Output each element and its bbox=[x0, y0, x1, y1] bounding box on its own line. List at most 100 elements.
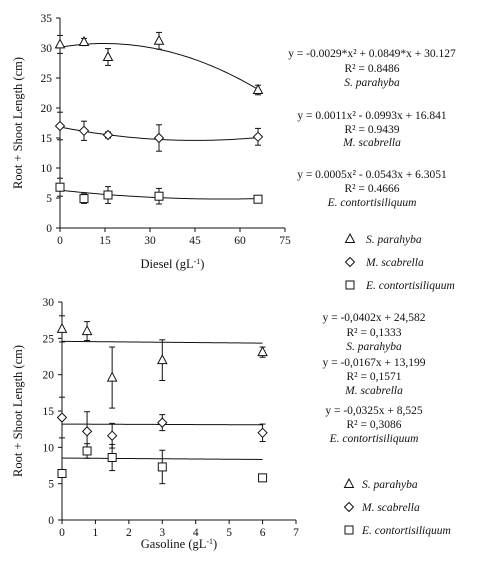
chart1-x-tick-label: 0 bbox=[57, 235, 63, 247]
chart1-series2-species-label: M. scabrella bbox=[342, 137, 401, 149]
chart1-series1-r2: R² = 0.8486 bbox=[345, 63, 400, 75]
chart1-series3-legend-marker bbox=[345, 280, 355, 290]
chart1-x-tick-label: 45 bbox=[189, 235, 201, 247]
chart2-series1-legend-marker bbox=[343, 477, 355, 488]
chart1-y-axis-title: Root + Shoot Length (cm) bbox=[11, 57, 25, 189]
chart1-series2-r2: R² = 0.9439 bbox=[345, 124, 400, 136]
chart1-series2-legend-label: M. scabrella bbox=[365, 257, 424, 269]
chart2-y-tick-label: 10 bbox=[43, 442, 55, 454]
chart2-series2-equation: y = -0,0167x + 13,199 bbox=[322, 357, 425, 369]
chart2-series3-point bbox=[57, 468, 67, 478]
chart1-x-tick-label: 30 bbox=[144, 235, 156, 247]
chart2-series2-point bbox=[81, 426, 93, 437]
chart1-y-tick-label: 25 bbox=[41, 73, 53, 85]
chart1-series2-point bbox=[54, 120, 66, 132]
chart1-series3-r2: R² = 0.4666 bbox=[345, 183, 400, 195]
chart2-series3-point bbox=[107, 453, 117, 463]
chart1-y-tick-label: 5 bbox=[46, 193, 52, 205]
chart2-series2-point bbox=[157, 417, 168, 428]
chart1-y-tick-label: 0 bbox=[46, 223, 52, 235]
chart1-y-tick-label: 10 bbox=[41, 163, 53, 175]
chart2-x-axis-title: Gasoline (gL-1) bbox=[141, 537, 217, 552]
chart1-x-tick-label: 60 bbox=[234, 235, 246, 247]
chart2-series1-point bbox=[156, 354, 168, 365]
chart1-series2-point bbox=[252, 131, 264, 143]
chart1-series3-point bbox=[103, 190, 113, 200]
chart1-series1-point bbox=[153, 34, 165, 45]
chart1-series1-point bbox=[78, 35, 90, 46]
chart1-x-tick-label: 75 bbox=[279, 235, 291, 247]
chart1-series1-point bbox=[252, 83, 264, 94]
chart1-y-tick-label: 30 bbox=[41, 43, 53, 55]
chart2-y-tick-label: 5 bbox=[48, 479, 54, 491]
chart2-x-tick-label: 1 bbox=[93, 527, 99, 539]
chart1-series3-point bbox=[253, 194, 263, 204]
chart2-x-axis-title-main: Gasoline (gL bbox=[141, 537, 207, 551]
chart2-series2-point bbox=[106, 430, 118, 441]
chart1-series3-equation: y = 0.0005x² - 0.0543x + 6.3051 bbox=[297, 169, 447, 181]
chart2-x-tick-label: 6 bbox=[260, 527, 266, 539]
chart1-x-tick-label: 15 bbox=[99, 235, 111, 247]
chart2-x-tick-label: 3 bbox=[159, 527, 165, 539]
chart2-series1-legend-label: S. parahyba bbox=[362, 479, 418, 491]
chart2-series3-legend-label: E. contortisiliquum bbox=[361, 525, 451, 537]
chart2-series2-r2: R² = 0,1571 bbox=[347, 371, 402, 383]
chart2-y-tick-label: 15 bbox=[43, 406, 55, 418]
chart2-x-tick-label: 5 bbox=[226, 527, 232, 539]
chart1-series2-point bbox=[78, 125, 90, 137]
chart2-series2-point bbox=[257, 427, 268, 439]
chart2-series1-point bbox=[56, 322, 68, 333]
chart1-series3-point bbox=[55, 182, 65, 192]
chart2-series2-species-label: M. scabrella bbox=[344, 385, 403, 397]
chart1-y-tick-label: 35 bbox=[41, 13, 53, 25]
chart2-y-tick-label: 25 bbox=[43, 333, 55, 345]
chart2-series1-species-label: S. parahyba bbox=[346, 341, 402, 353]
chart2-series1-point bbox=[81, 324, 93, 336]
chart2-series3-point bbox=[157, 462, 167, 472]
chart1-series2-point bbox=[102, 129, 114, 141]
chart1-y-tick-label: 20 bbox=[41, 103, 53, 115]
chart1-series2-legend-marker bbox=[344, 256, 356, 268]
chart2-x-tick-label: 2 bbox=[126, 527, 132, 539]
chart1-x-axis-title: Diesel (gL-1) bbox=[141, 257, 205, 272]
chart1-y-tick-label: 15 bbox=[41, 133, 53, 145]
chart2-x-axis-title-sup: -1 bbox=[206, 537, 213, 546]
chart2-series1-point bbox=[257, 346, 268, 357]
chart1-series1-legend-label: S. parahyba bbox=[366, 234, 422, 246]
chart1-series1-point bbox=[102, 50, 114, 61]
chart2-y-axis-title: Root + Shoot Length (cm) bbox=[11, 345, 25, 477]
chart2-series3-species-label: E. contortisiliquum bbox=[329, 433, 419, 445]
chart2-series1-r2: R² = 0,1333 bbox=[347, 327, 402, 339]
chart2-x-axis-title-close: ) bbox=[213, 537, 217, 551]
chart2-series3-equation: y = -0,0325x + 8,525 bbox=[325, 405, 423, 417]
chart1-x-axis-title-main: Diesel (gL bbox=[141, 257, 194, 271]
chart2-series2-legend-label: M. scabrella bbox=[361, 502, 420, 514]
chart2-series2-point bbox=[56, 412, 68, 423]
chart1-series3-species-label: E. contortisiliquum bbox=[327, 197, 417, 209]
chart2-x-tick-label: 0 bbox=[59, 527, 65, 539]
chart2-y-tick-label: 0 bbox=[48, 515, 54, 527]
chart1-series1-point bbox=[54, 38, 66, 49]
chart1-series3-point bbox=[154, 191, 164, 201]
chart1-series1-equation: y = -0.0029*x² + 0.0849*x + 30.127 bbox=[288, 48, 456, 60]
chart1-series3-point bbox=[79, 194, 89, 204]
chart1-series2-point bbox=[153, 132, 165, 144]
chart2-series3-legend-marker bbox=[344, 525, 354, 535]
chart1-x-axis-title-close: ) bbox=[200, 257, 204, 271]
chart1-series1-legend-marker bbox=[344, 232, 356, 243]
chart2-x-tick-label: 4 bbox=[193, 527, 199, 539]
chart1-series3-legend-label: E. contortisiliquum bbox=[365, 280, 455, 292]
chart1-series1-trendline bbox=[59, 43, 259, 90]
chart2-series3-point bbox=[82, 446, 92, 456]
chart2-series1-equation: y = -0,0402x + 24,582 bbox=[322, 312, 425, 324]
chart2-series1-point bbox=[106, 371, 118, 382]
chart1-series1-species-label: S. parahyba bbox=[344, 77, 400, 89]
chart2-series3-point bbox=[258, 473, 268, 483]
chart1-series2-equation: y = 0.0011x² - 0.0993x + 16.841 bbox=[297, 110, 446, 122]
chart2-x-tick-label: 7 bbox=[293, 527, 299, 539]
chart1-x-axis-title-sup: -1 bbox=[194, 257, 201, 266]
chart2-y-tick-label: 30 bbox=[43, 297, 55, 309]
chart2-series3-r2: R² = 0,3086 bbox=[347, 419, 402, 431]
chart2-series2-legend-marker bbox=[343, 501, 355, 513]
